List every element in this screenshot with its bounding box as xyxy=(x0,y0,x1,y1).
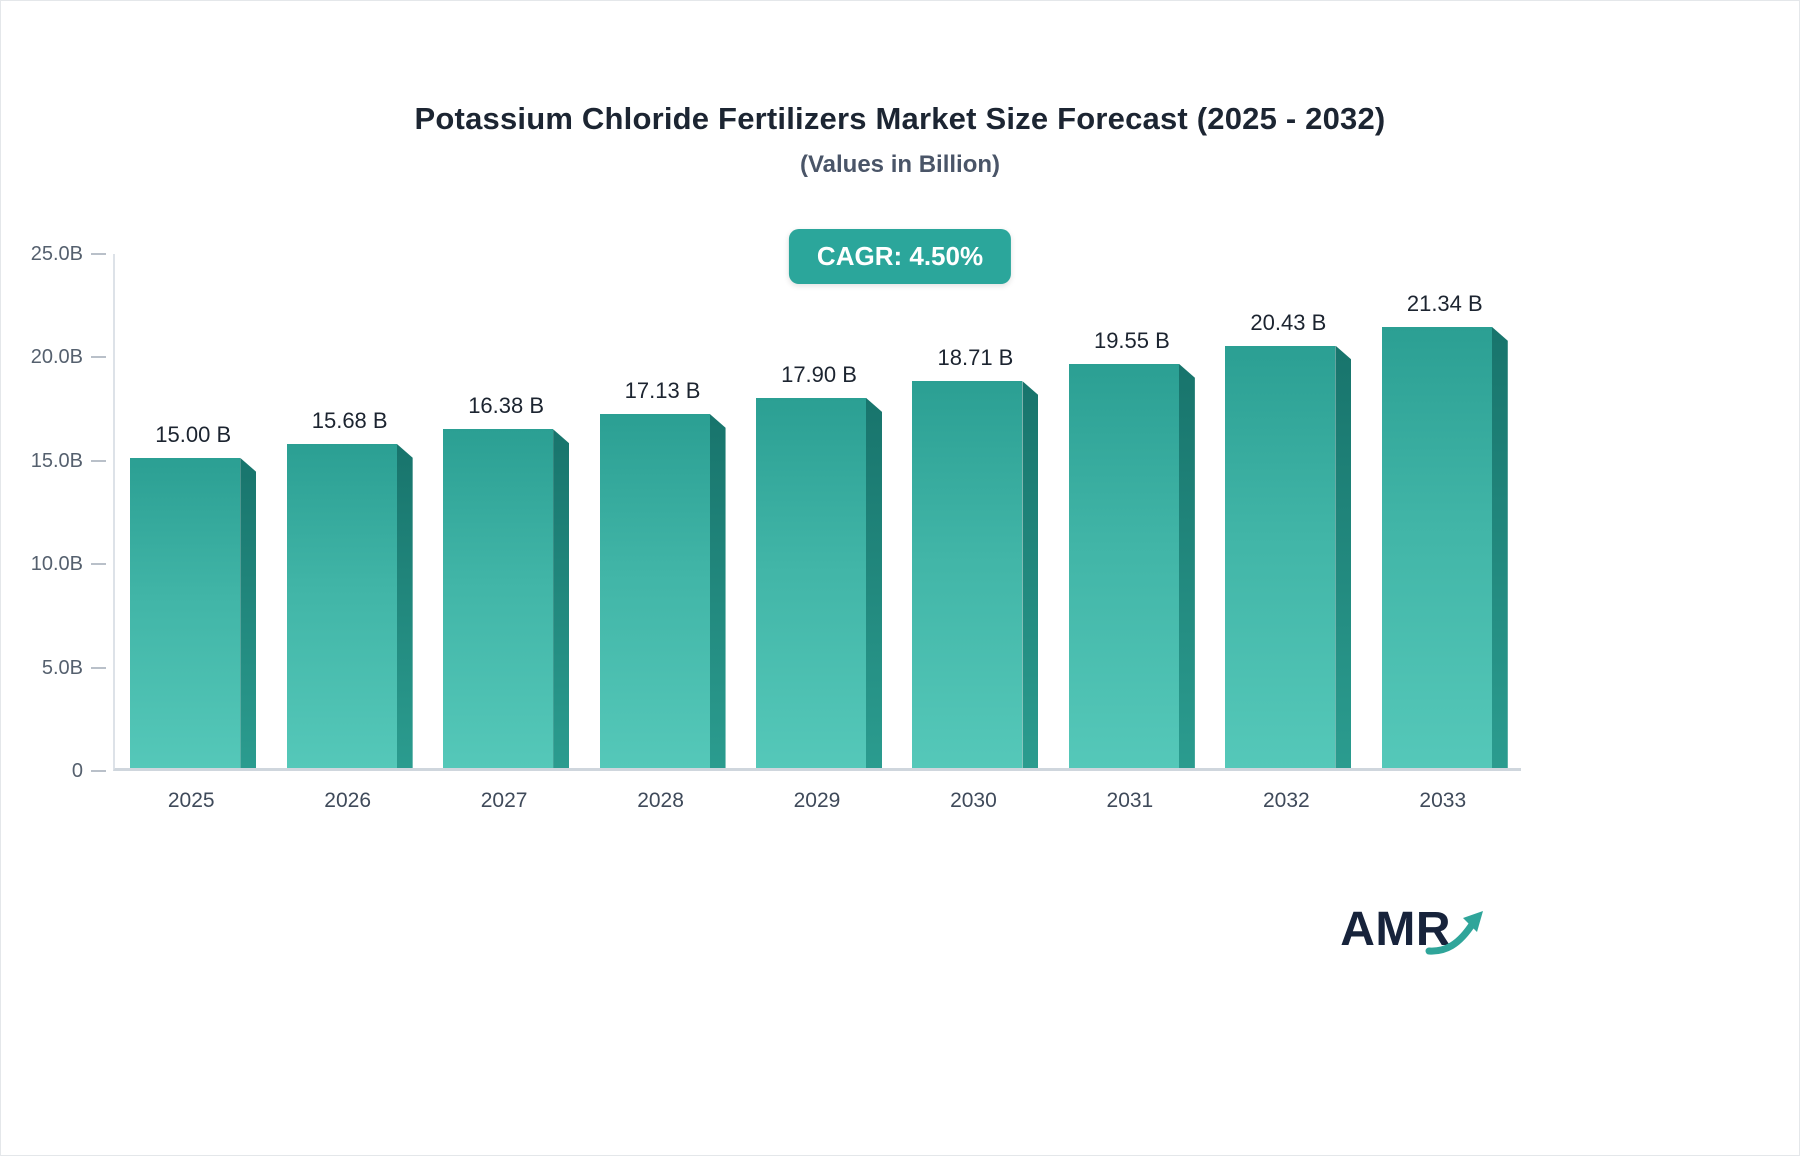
x-axis-tick-label: 2025 xyxy=(167,789,215,812)
y-axis-tick-label: 10.0B xyxy=(30,553,83,576)
bar-value-label: 17.13 B xyxy=(624,377,701,403)
amr-logo-text: AMR xyxy=(1340,902,1451,956)
x-axis-tick-label: 2029 xyxy=(793,789,841,812)
bar xyxy=(756,397,866,768)
bar-group: 17.13 B xyxy=(599,378,726,768)
amr-logo: AMR xyxy=(1340,899,1487,959)
bar-value-label: 20.43 B xyxy=(1250,309,1327,335)
bar-group: 16.38 B xyxy=(443,393,570,768)
y-axis-tick-label: 15.0B xyxy=(30,449,83,472)
chart-title: Potassium Chloride Fertilizers Market Si… xyxy=(414,101,1386,136)
bar-group: 18.71 B xyxy=(912,345,1039,768)
bar xyxy=(286,443,397,768)
bar-value-label: 15.00 B xyxy=(155,421,232,447)
y-axis-tick-label: 20.0B xyxy=(30,346,83,369)
chart-subtitle: (Values in Billion) xyxy=(799,151,1001,178)
bar-value-label: 17.90 B xyxy=(781,361,857,387)
bar-value-label: 15.68 B xyxy=(311,407,388,433)
bar xyxy=(130,457,241,768)
y-axis-tick-mark xyxy=(91,253,106,255)
y-axis-tick-mark xyxy=(91,459,106,462)
y-axis-tick-mark xyxy=(91,770,106,772)
y-axis-tick-label: 5.0B xyxy=(41,656,83,679)
y-axis-tick-label: 25.0B xyxy=(30,243,83,265)
cagr-badge: CAGR: 4.50% xyxy=(788,229,1012,284)
trending-up-arrow-icon xyxy=(1425,911,1483,955)
bar-side-3d xyxy=(1491,326,1508,768)
bar-side-3d xyxy=(709,413,726,768)
bar-group: 19.55 B xyxy=(1068,328,1195,768)
bar xyxy=(1225,345,1336,768)
y-axis-tick-mark xyxy=(91,356,106,359)
bar-group: 15.00 B xyxy=(130,422,257,768)
y-axis-tick-mark xyxy=(91,563,106,566)
bar-side-3d xyxy=(1178,363,1195,768)
bar xyxy=(599,413,710,768)
bar-value-label: 21.34 B xyxy=(1406,290,1483,316)
x-axis-tick-label: 2027 xyxy=(480,789,528,812)
chart: 15.00 B 15.68 B 16.38 B 17.13 B 17.90 B 18.71… xyxy=(1,218,1799,858)
bar-side-3d xyxy=(240,457,257,768)
bar xyxy=(1381,326,1492,768)
bar-side-3d xyxy=(1022,381,1039,768)
bar-side-3d xyxy=(1335,345,1352,768)
bar-value-label: 18.71 B xyxy=(937,345,1014,371)
x-axis-tick-label: 2032 xyxy=(1262,789,1310,812)
bar-side-3d xyxy=(553,429,570,768)
bar xyxy=(443,429,554,768)
bar-side-3d xyxy=(866,397,882,768)
x-axis-tick-label: 2031 xyxy=(1106,789,1154,812)
x-axis-tick-label: 2026 xyxy=(324,789,372,812)
bar-group: 17.90 B xyxy=(756,362,882,768)
bar-value-label: 19.55 B xyxy=(1093,327,1170,353)
x-axis-tick-label: 2033 xyxy=(1419,789,1467,812)
plot-area: 15.00 B 15.68 B 16.38 B 17.13 B 17.90 B 18.71… xyxy=(113,254,1521,771)
x-axis-tick-label: 2030 xyxy=(950,789,997,812)
bar-group: 21.34 B xyxy=(1381,291,1508,768)
bar-group: 15.68 B xyxy=(286,408,413,768)
bar xyxy=(912,381,1023,768)
bar-side-3d xyxy=(396,443,413,768)
bar xyxy=(1068,363,1179,768)
bar-group: 20.43 B xyxy=(1225,310,1352,768)
y-axis-tick-mark xyxy=(91,666,106,669)
x-axis-tick-label: 2028 xyxy=(637,789,684,812)
bar-value-label: 16.38 B xyxy=(468,393,545,419)
y-axis-tick-label: 0 xyxy=(71,760,83,782)
